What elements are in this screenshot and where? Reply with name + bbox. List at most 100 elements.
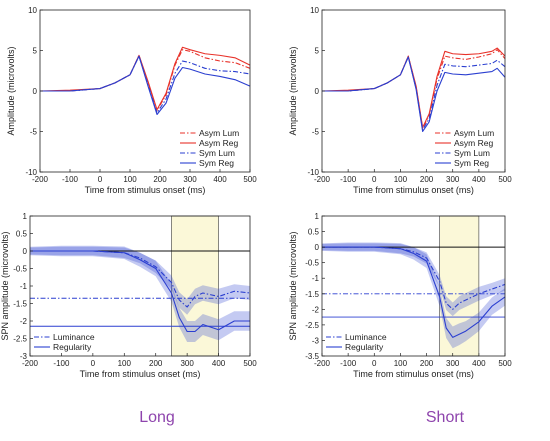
p1-x-tick-label-0: -200 (314, 175, 331, 184)
p1-series-line-0 (322, 49, 506, 129)
p2-x-tick-label-6: 400 (212, 359, 226, 368)
p2-y-tick-label-4: -1 (20, 282, 28, 291)
p1-x-axis-label: Time from stimulus onset (ms) (353, 185, 474, 195)
p3-x-tick-label-6: 400 (472, 359, 486, 368)
p3-y-tick-label-1: -3 (312, 336, 320, 345)
p2-analysis-window (171, 215, 219, 357)
p2-x-tick-label-3: 100 (118, 359, 132, 368)
p3-analysis-window (439, 215, 480, 357)
p3-y-axis-label: SPN amplitude (microvolts) (288, 231, 298, 340)
p2-series-line-1 (30, 250, 250, 333)
p2-ci-band-0 (30, 246, 250, 315)
p1-legend-label-2: Sym Lum (454, 148, 490, 158)
p2-y-tick-label-2: -2 (20, 317, 28, 326)
p3-y-tick-label-0: -3.5 (305, 352, 319, 361)
p3-x-tick-label-1: -100 (340, 359, 357, 368)
p0-x-tick-label-2: 0 (98, 175, 103, 184)
p1-y-tick-label-0: -10 (307, 168, 319, 177)
p1-y-tick-label-1: -5 (312, 128, 320, 137)
p2-legend-label-0: Luminance (53, 332, 95, 342)
p1-x-tick-label-4: 200 (420, 175, 434, 184)
p0-x-tick-label-4: 200 (153, 175, 167, 184)
p0-series-line-1 (39, 46, 251, 111)
p0-y-tick-label-1: -5 (30, 128, 38, 137)
p0-legend-label-2: Sym Lum (199, 148, 235, 158)
p2-y-tick-label-1: -2.5 (13, 335, 27, 344)
p2-y-tick-label-5: -0.5 (13, 265, 27, 274)
p2-y-tick-label-8: 1 (23, 212, 28, 221)
p1-x-tick-label-2: 0 (372, 175, 377, 184)
p2-x-tick-label-5: 300 (180, 359, 194, 368)
p3-ci-band-0 (322, 243, 505, 317)
p3-y-tick-label-2: -2.5 (305, 321, 319, 330)
p2-x-tick-label-4: 200 (149, 359, 163, 368)
p0-series-line-0 (40, 49, 251, 111)
p1-legend-label-1: Asym Reg (454, 138, 493, 148)
p2-y-tick-label-0: -3 (20, 352, 28, 361)
p1-x-tick-label-5: 300 (446, 175, 460, 184)
p3-y-tick-label-8: 0.5 (308, 228, 320, 237)
caption-short: Short (426, 409, 465, 426)
p3-y-tick-label-9: 1 (315, 212, 320, 221)
p1-x-tick-label-7: 500 (498, 175, 512, 184)
panel-amplitude-long: -200 -100 0 100 200 300 400 500 -10 -5 0 5 10 Time fr… (6, 6, 257, 195)
p3-y-tick-label-5: -1 (312, 274, 320, 283)
p3-x-tick-label-7: 500 (498, 359, 512, 368)
p0-y-tick-label-2: 0 (33, 87, 38, 96)
p1-x-tick-label-1: -100 (340, 175, 357, 184)
p1-y-axis-label: Amplitude (microvolts) (288, 46, 298, 135)
p3-y-tick-label-7: 0 (315, 243, 320, 252)
p1-y-tick-label-2: 0 (315, 87, 320, 96)
p0-series-line-2 (40, 55, 251, 114)
p3-x-tick-label-0: -200 (314, 359, 331, 368)
p2-x-tick-label-2: 0 (91, 359, 96, 368)
p3-y-tick-label-4: -1.5 (305, 290, 319, 299)
p2-legend-label-1: Regularity (53, 342, 92, 352)
p0-series-line-3 (40, 55, 251, 116)
p1-x-tick-label-3: 100 (394, 175, 408, 184)
p3-x-tick-label-4: 200 (420, 359, 434, 368)
panel-amplitude-short: -200 -100 0 100 200 300 400 500 -10 -5 0 5 10 Time fr… (288, 6, 512, 195)
p1-series-line-3 (322, 56, 506, 133)
p2-ci-band-1 (30, 245, 250, 342)
p0-x-tick-label-0: -200 (32, 175, 49, 184)
p2-x-axis-label: Time from stimulus onset (ms) (80, 369, 201, 379)
p3-x-tick-label-5: 300 (446, 359, 460, 368)
p3-y-tick-label-3: -2 (312, 305, 320, 314)
p3-x-tick-label-3: 100 (394, 359, 408, 368)
p1-legend-label-3: Sym Reg (454, 158, 489, 168)
p2-y-tick-label-6: 0 (23, 247, 28, 256)
p1-series-line-2 (322, 56, 506, 131)
p0-x-tick-label-5: 300 (183, 175, 197, 184)
p1-legend-label-0: Asym Lum (454, 128, 494, 138)
p3-series-line-1 (322, 246, 506, 338)
p2-x-tick-label-7: 500 (243, 359, 257, 368)
caption-long: Long (139, 409, 175, 426)
p0-x-tick-label-3: 100 (123, 175, 137, 184)
p0-legend-label-1: Asym Reg (199, 138, 238, 148)
p1-x-tick-label-6: 400 (472, 175, 486, 184)
p1-series-line-1 (321, 47, 506, 128)
p2-y-tick-label-3: -1.5 (13, 300, 27, 309)
p3-y-tick-label-6: -0.5 (305, 259, 319, 268)
panel-spn-long: -200 -100 0 100 200 300 400 500 -3 -2.5 -2 -1.5 -1 -0… (0, 212, 257, 379)
p0-y-tick-label-4: 10 (28, 6, 37, 15)
p2-x-tick-label-1: -100 (53, 359, 70, 368)
p0-y-tick-label-3: 5 (33, 47, 38, 56)
p2-series-line-0 (30, 250, 251, 308)
p2-y-axis-label: SPN amplitude (microvolts) (0, 231, 10, 340)
p0-x-tick-label-1: -100 (62, 175, 79, 184)
p3-plot-frame (321, 215, 506, 357)
p3-x-axis-label: Time from stimulus onset (ms) (353, 369, 474, 379)
p0-x-tick-label-6: 400 (213, 175, 227, 184)
p3-x-tick-label-2: 0 (372, 359, 377, 368)
p0-y-axis-label: Amplitude (microvolts) (6, 46, 16, 135)
p0-x-axis-label: Time from stimulus onset (ms) (85, 185, 206, 195)
p0-legend-label-3: Sym Reg (199, 158, 234, 168)
panel-spn-short: -200 -100 0 100 200 300 400 500 -3.5 -3 -2.5 -2 -1.5… (288, 212, 512, 379)
p3-legend-label-1: Regularity (345, 342, 384, 352)
p1-y-tick-label-3: 5 (315, 47, 320, 56)
p2-y-tick-label-7: 0.5 (16, 230, 28, 239)
p1-y-tick-label-4: 10 (310, 6, 319, 15)
